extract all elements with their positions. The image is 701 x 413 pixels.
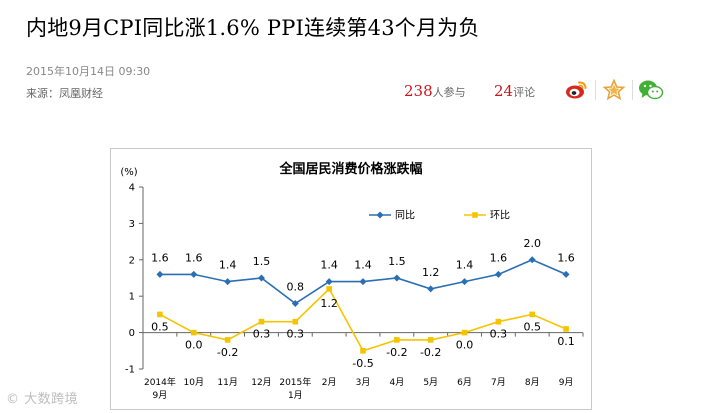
data-label-yoy: 1.5 — [388, 255, 406, 268]
data-point-yoy — [224, 278, 232, 286]
data-point-mom — [563, 326, 569, 332]
data-point-yoy — [562, 270, 570, 278]
data-point-yoy — [393, 274, 401, 282]
series-line-mom — [159, 287, 567, 352]
x-tick-label: 9月 — [559, 377, 574, 388]
x-tick-label: 8月 — [525, 377, 540, 388]
legend-marker-mom — [472, 212, 478, 218]
share-divider — [595, 80, 596, 100]
comments-count-link[interactable]: 24评论 — [494, 82, 535, 100]
cpi-chart: 全国居民消费价格涨跌幅 (%) 4 3 2 1 0 -1 2014年 9月 10月 11月 12月 2… — [110, 148, 592, 410]
data-point-mom — [224, 337, 231, 343]
y-tick-label: 2 — [129, 255, 135, 266]
data-label-mom: 0.5 — [523, 320, 541, 333]
data-label-yoy: 1.5 — [253, 255, 271, 268]
y-axis-label: (%) — [120, 167, 137, 178]
data-label-yoy: 1.2 — [422, 266, 440, 279]
legend-label-yoy: 同比 — [395, 210, 415, 222]
y-tick-label: 0 — [129, 328, 135, 339]
data-point-yoy — [156, 270, 164, 278]
data-label-yoy: 1.4 — [320, 259, 338, 272]
x-tick-label: 11月 — [217, 377, 237, 388]
legend-label-mom: 环比 — [490, 210, 510, 222]
data-label-yoy: 1.4 — [354, 259, 372, 272]
data-point-mom — [190, 329, 197, 336]
article-headline: 内地9月CPI同比涨1.6% PPI连续第43个月为负 — [26, 16, 480, 40]
data-point-mom — [292, 318, 299, 325]
chart-title: 全国居民消费价格涨跌幅 — [278, 161, 422, 177]
data-point-yoy — [257, 274, 265, 282]
data-label-yoy: 1.6 — [185, 251, 203, 264]
participants-label: 人参与 — [432, 86, 466, 99]
weibo-icon[interactable] — [564, 78, 588, 102]
x-tick-label: 7月 — [491, 377, 506, 388]
data-label-yoy: 1.6 — [151, 251, 169, 264]
data-point-mom — [461, 329, 468, 336]
data-label-mom: 0.5 — [151, 320, 169, 333]
y-tick-label: -1 — [125, 365, 135, 376]
participants-count: 238 — [404, 82, 433, 100]
x-tick-label: 6月 — [457, 377, 472, 388]
x-tick-label: 10月 — [184, 377, 204, 388]
data-label-yoy: 1.6 — [490, 251, 508, 264]
data-point-yoy — [461, 278, 469, 286]
data-label-yoy: 2.0 — [523, 237, 541, 250]
data-label-mom: 1.2 — [320, 297, 338, 310]
data-point-mom — [394, 337, 400, 343]
data-label-yoy: 1.6 — [557, 251, 575, 264]
data-label-mom: -0.2 — [386, 346, 407, 359]
data-point-mom — [427, 337, 434, 343]
x-tick-label: 2015年 — [279, 376, 311, 388]
publish-date: 2015年10月14日 09:30 — [26, 65, 151, 78]
data-label-yoy: 0.8 — [287, 280, 305, 293]
x-tick-label: 2014年 — [144, 376, 176, 388]
data-point-mom — [326, 286, 332, 292]
share-divider — [632, 80, 633, 100]
data-point-mom — [258, 318, 265, 325]
article-source[interactable]: 来源：凤凰财经 — [26, 87, 103, 100]
x-tick-label: 2月 — [322, 377, 337, 388]
data-point-yoy — [494, 270, 502, 278]
x-tick-label: 3月 — [356, 377, 371, 388]
x-tick-label: 9月 — [153, 390, 168, 401]
data-label-yoy: 1.4 — [219, 259, 237, 272]
data-label-mom: 0.0 — [185, 339, 203, 352]
data-point-mom — [495, 318, 502, 325]
legend-marker-yoy — [376, 211, 384, 219]
cpi-chart-svg: 全国居民消费价格涨跌幅 (%) 4 3 2 1 0 -1 2014年 9月 10月 11月 12月 2… — [120, 161, 584, 401]
data-label-yoy: 1.4 — [456, 259, 474, 272]
data-point-yoy — [291, 299, 299, 307]
x-tick-label: 12月 — [251, 377, 271, 388]
participants-count-link[interactable]: 238人参与 — [404, 82, 466, 100]
data-label-mom: 0.3 — [490, 328, 508, 341]
x-tick-label: 4月 — [389, 377, 404, 388]
data-point-yoy — [359, 278, 367, 286]
data-point-mom — [157, 311, 163, 318]
wechat-icon[interactable] — [638, 78, 664, 102]
comments-label: 评论 — [513, 86, 536, 99]
y-tick-label: 4 — [129, 183, 135, 194]
x-tick-label: 5月 — [423, 377, 438, 388]
data-point-yoy — [190, 270, 198, 278]
data-label-mom: -0.2 — [420, 346, 441, 359]
data-label-mom: 0.3 — [253, 328, 271, 341]
data-point-mom — [360, 348, 366, 354]
watermark: © 大数跨境 — [6, 392, 79, 407]
data-point-yoy — [325, 278, 333, 286]
data-point-mom — [529, 311, 536, 318]
data-label-mom: 0.3 — [287, 328, 305, 341]
y-tick-label: 1 — [129, 292, 135, 303]
favorite-star-icon[interactable] — [602, 78, 626, 102]
data-point-yoy — [427, 285, 435, 293]
data-label-mom: -0.5 — [352, 357, 373, 370]
data-label-mom: 0.1 — [557, 335, 575, 348]
comments-count: 24 — [494, 82, 514, 100]
data-label-mom: 0.0 — [456, 339, 474, 352]
data-label-mom: -0.2 — [217, 346, 238, 359]
data-point-yoy — [528, 256, 536, 264]
x-tick-label: 1月 — [288, 390, 303, 401]
y-tick-label: 3 — [129, 219, 135, 230]
